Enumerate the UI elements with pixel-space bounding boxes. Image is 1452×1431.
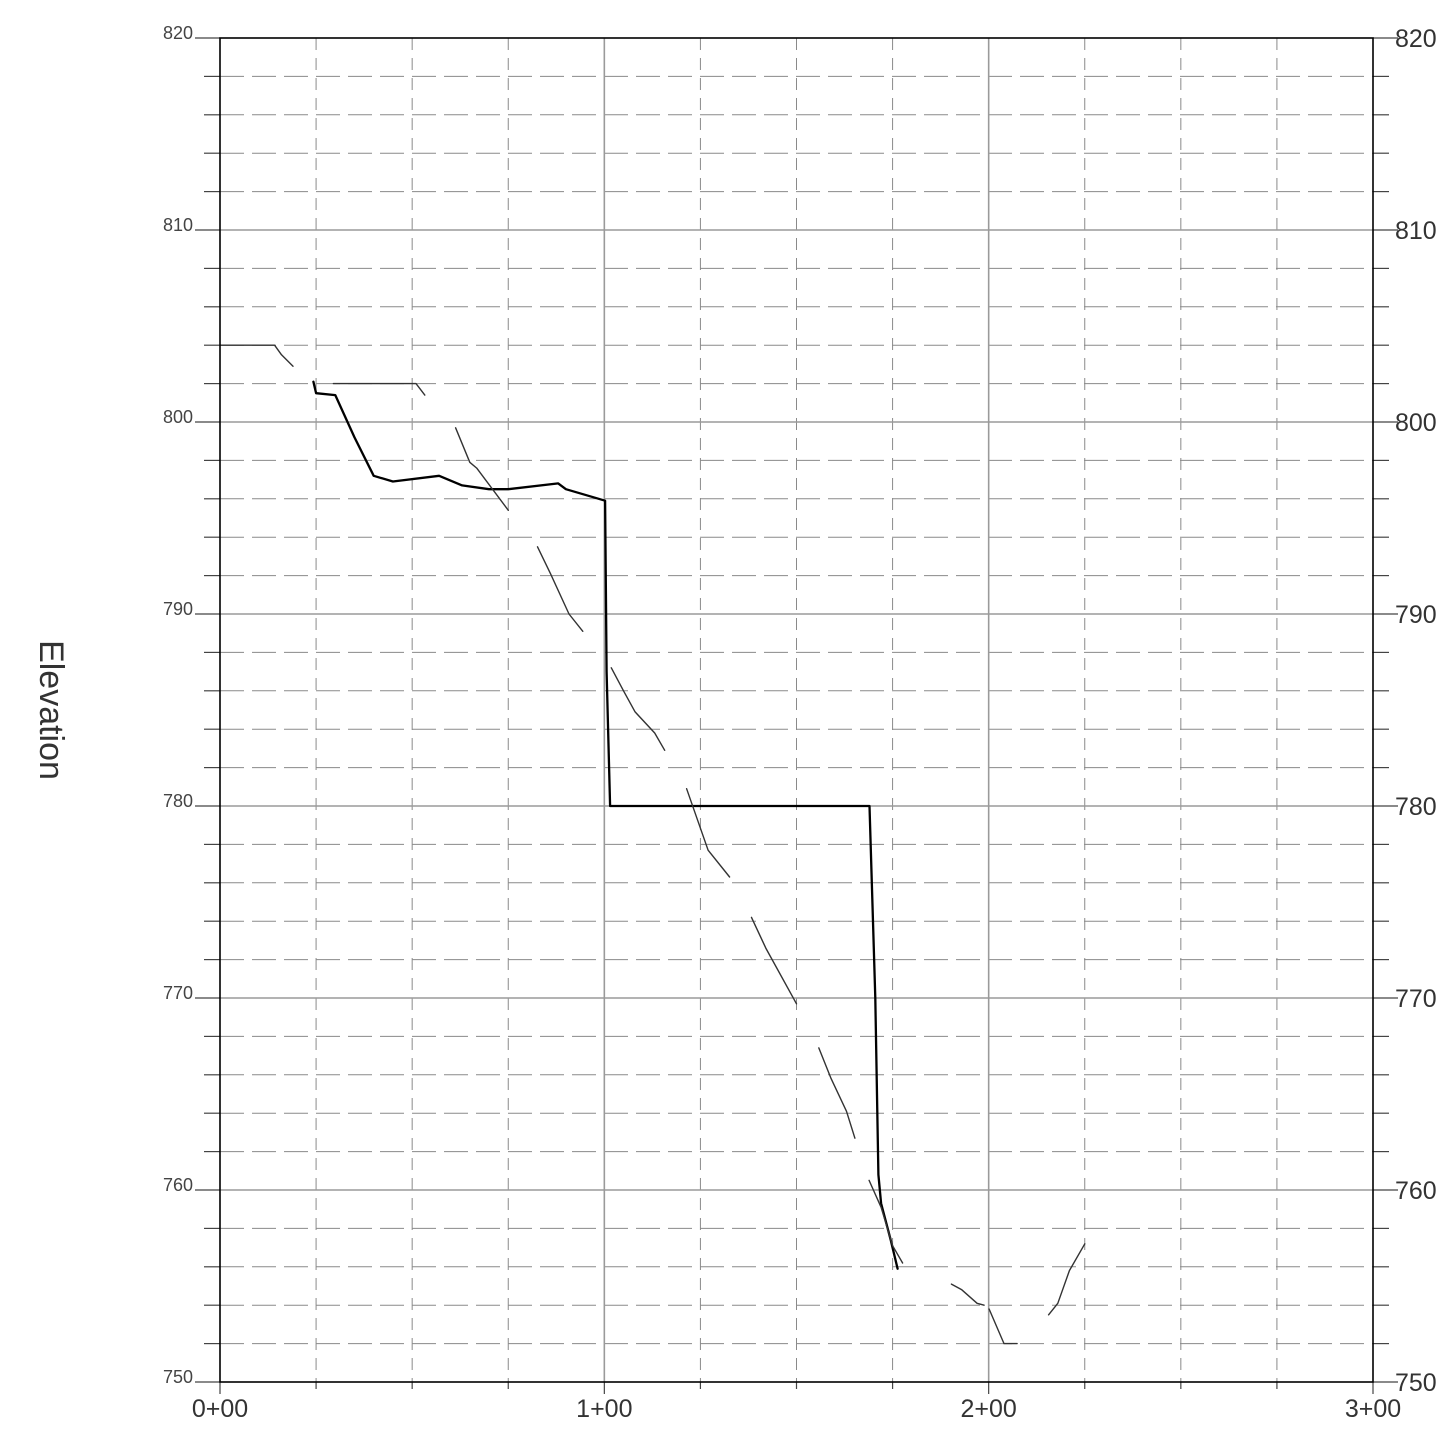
y-tick-label-right: 750 — [1395, 1369, 1437, 1397]
y-tick-label-right: 790 — [1395, 601, 1437, 629]
y-tick-label-left: 820 — [163, 23, 193, 43]
thin-profile-line — [950, 1283, 985, 1306]
y-tick-label-left: 810 — [163, 215, 193, 235]
thin-profile-line — [219, 344, 294, 367]
y-axis-label: Elevation — [32, 640, 70, 780]
thin-profile-line — [454, 427, 509, 511]
thin-profile-line — [988, 1308, 1018, 1345]
thin-profile-line — [1047, 1243, 1086, 1316]
x-tick-label: 3+00 — [1345, 1395, 1401, 1423]
y-tick-label-right: 770 — [1395, 985, 1437, 1013]
thin-profile-line — [818, 1047, 856, 1139]
y-tick-label-right: 760 — [1395, 1177, 1437, 1205]
x-tick-label: 2+00 — [961, 1395, 1017, 1423]
y-tick-label-right: 780 — [1395, 793, 1437, 821]
x-tick-label: 1+00 — [576, 1395, 632, 1423]
thin-profile-line — [685, 788, 731, 878]
thin-profile-line — [610, 667, 666, 751]
y-tick-label-right: 810 — [1395, 217, 1437, 245]
y-tick-label-right: 820 — [1395, 25, 1437, 53]
thick-profile-line — [312, 380, 899, 1270]
y-tick-label-left: 760 — [163, 1175, 193, 1195]
axis-labels: 750 750 760 760 770 770 780 780 790 790 800 800 810 8… — [163, 23, 1437, 1423]
y-tick-label-left: 750 — [163, 1367, 193, 1387]
plot-frame — [219, 37, 1374, 1383]
y-tick-label-left: 770 — [163, 983, 193, 1003]
y-tick-label-left: 800 — [163, 407, 193, 427]
series-layer — [219, 344, 1086, 1345]
y-tick-label-right: 800 — [1395, 409, 1437, 437]
tick-marks — [195, 37, 1398, 1394]
major-gridlines — [220, 38, 1373, 1382]
thin-profile-line — [750, 916, 798, 1005]
y-tick-label-left: 780 — [163, 791, 193, 811]
thin-profile-line — [536, 546, 584, 632]
thin-profile-line — [332, 382, 426, 396]
minor-gridlines — [220, 38, 1373, 1382]
x-tick-label: 0+00 — [192, 1395, 248, 1423]
y-tick-label-left: 790 — [163, 599, 193, 619]
thin-profile-line — [868, 1179, 904, 1264]
